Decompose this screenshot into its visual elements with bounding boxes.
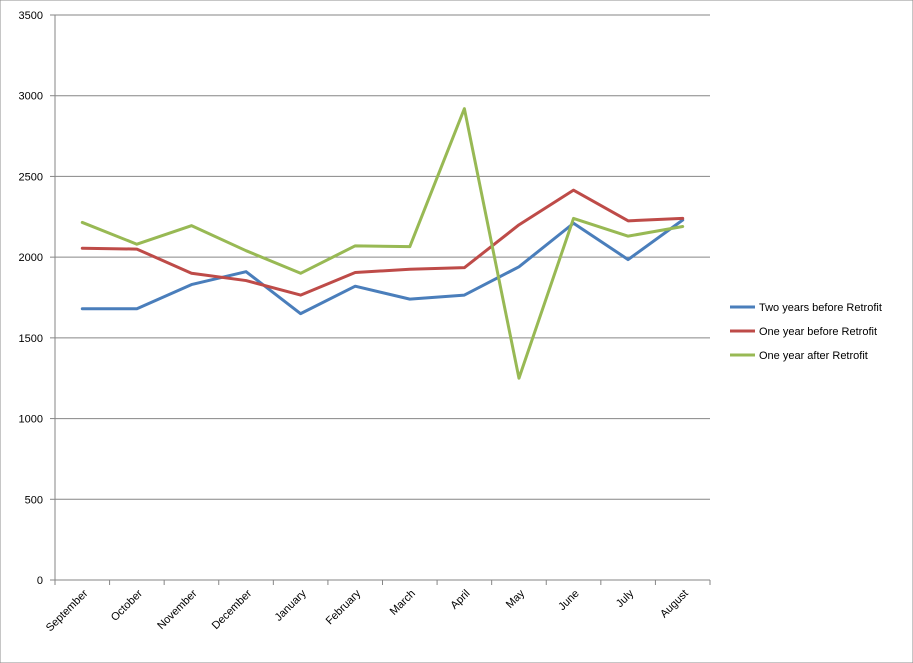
legend-label: One year after Retrofit xyxy=(759,350,868,362)
series-line-3 xyxy=(80,107,685,380)
legend-label: One year before Retrofit xyxy=(759,326,877,338)
legend-label: Two years before Retrofit xyxy=(759,302,882,314)
y-tick-label: 0 xyxy=(37,575,43,587)
y-tick-label: 3000 xyxy=(19,91,43,103)
y-tick-label: 2500 xyxy=(19,171,43,183)
legend: Two years before Retrofit One year before… xyxy=(730,302,882,362)
y-tick-label: 2000 xyxy=(19,252,43,264)
y-tick-label: 1000 xyxy=(19,414,43,426)
legend-item: One year before Retrofit xyxy=(730,326,877,338)
legend-item: One year after Retrofit xyxy=(730,350,868,362)
gridlines xyxy=(55,14,710,500)
series-lines xyxy=(80,107,685,380)
y-tick-label: 3500 xyxy=(19,10,43,22)
y-tick-label: 1500 xyxy=(19,333,43,345)
legend-item: Two years before Retrofit xyxy=(730,302,882,314)
series-line-2 xyxy=(80,188,685,297)
axes xyxy=(50,14,711,585)
y-tick-label: 500 xyxy=(25,494,43,506)
series-line-1 xyxy=(80,218,685,316)
y-axis-tick-labels: 0 500 1000 1500 2000 2500 3000 3500 xyxy=(19,10,43,587)
